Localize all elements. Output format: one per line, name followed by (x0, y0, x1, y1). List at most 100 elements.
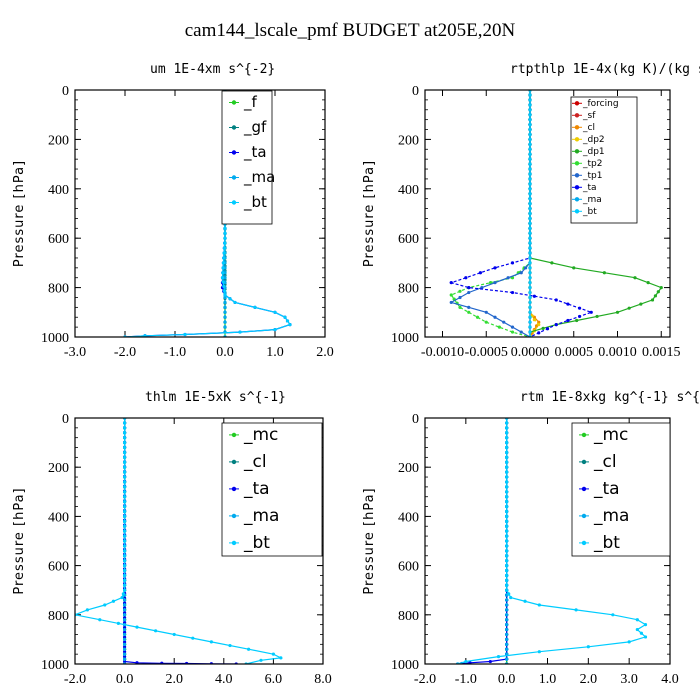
series-point-bt (528, 137, 532, 141)
y-tick-label: 600 (398, 560, 419, 575)
y-tick-label: 600 (48, 560, 69, 575)
series-point-ma (123, 627, 127, 632)
series-point-dp1 (627, 306, 631, 310)
y-tick-label: 1000 (41, 658, 69, 673)
series-point-bt (505, 475, 509, 479)
series-point-ma (223, 300, 227, 305)
legend-marker (231, 513, 237, 519)
series-point-ma (223, 271, 227, 275)
x-tick-label: 8.0 (314, 672, 332, 687)
series-point-bt (574, 608, 578, 612)
series-point-tp2 (484, 320, 488, 324)
series-point-dp2 (532, 318, 536, 322)
series-point-ma (123, 618, 127, 622)
legend-label: _ta (582, 183, 597, 193)
series-point-bt (528, 295, 532, 300)
series-point-bt (279, 656, 283, 660)
series-point-ma (123, 608, 127, 612)
x-tick-label: 1.0 (539, 672, 557, 687)
series-point-ta (510, 290, 515, 295)
legend-marker (581, 459, 587, 465)
legend-marker (581, 486, 587, 492)
series-point-bt (223, 231, 227, 235)
panel-title: rtm 1E-8xkg kg^{-1} s^{-1} (520, 390, 700, 405)
y-axis-label: Pressure [hPa] (12, 160, 27, 267)
series-point-tp2 (467, 310, 471, 314)
legend-marker (231, 459, 237, 465)
series-line-tp1 (449, 90, 531, 337)
x-tick-label: -2.0 (114, 345, 136, 360)
legend-label: _ta (243, 479, 270, 499)
series-point-bt (507, 592, 511, 596)
x-tick-label: 0.0 (498, 672, 516, 687)
series-point-bt (496, 655, 501, 659)
legend-marker (574, 101, 580, 106)
series-point-bt (528, 93, 532, 97)
series-point-tp2 (458, 305, 462, 309)
series-point-bt (528, 177, 532, 181)
legend-box (571, 422, 671, 557)
series-point-tp1 (493, 281, 497, 285)
series-point-bt (123, 500, 127, 504)
series-point-bt (505, 564, 509, 568)
series-point-bt (528, 266, 532, 270)
series-point-ma (505, 632, 509, 637)
chart-panel-3: thlm 1E-5xK s^{-1} Pressure [hPa] 0 200 400 6… (12, 390, 332, 687)
series-point-ta (488, 659, 492, 664)
series-point-tp1 (449, 300, 453, 305)
legend-label: _ma (243, 506, 279, 526)
series-point-ma (123, 598, 127, 602)
y-tick-label: 200 (398, 461, 419, 476)
series-point-tp2 (449, 293, 453, 297)
series-point-bt (154, 629, 158, 633)
legend-marker (574, 113, 580, 118)
y-axis-label: Pressure [hPa] (362, 160, 377, 267)
series-point-dp1 (646, 281, 650, 285)
x-tick-label: 1.0 (266, 345, 284, 360)
series-point-bt (528, 211, 532, 216)
series-point-dp1 (572, 266, 576, 270)
series-point-bt (528, 167, 532, 171)
series-point-bt (528, 325, 532, 329)
legend-label: _bt (582, 207, 597, 217)
series-point-bt (528, 271, 532, 275)
series-point-bt (537, 603, 541, 607)
series-point-tp2 (458, 289, 462, 293)
series-point-bt (123, 450, 127, 455)
series-line-tp2 (450, 90, 531, 337)
series-point-bt (220, 276, 225, 280)
series-point-bt (528, 206, 532, 211)
series-point-ma (505, 642, 509, 646)
series-point-bt (123, 519, 127, 523)
series-point-bt (123, 564, 127, 568)
series-point-bt (635, 627, 639, 632)
x-tick-label: 0.0005 (555, 345, 594, 360)
legend-label: _bt (593, 533, 620, 553)
series-point-bt (505, 445, 509, 450)
y-tick-label: 200 (398, 133, 419, 148)
series-line-ta (457, 418, 508, 664)
series-point-bt (123, 544, 127, 548)
series-point-bt (253, 305, 257, 309)
legend-label: _gf (243, 118, 267, 137)
legend: _f _gf _ta _ma _bt (221, 90, 275, 225)
panel-title: rtpthlp 1E-4x(kg K)/(kg s) (510, 62, 700, 77)
series-point-bt (123, 504, 127, 509)
y-tick-label: 800 (398, 609, 419, 624)
series-point-bt (172, 632, 176, 637)
series-point-tp2 (510, 330, 515, 334)
series-point-ma (223, 295, 227, 300)
series-point-ma (505, 657, 509, 661)
series-point-bt (288, 323, 292, 327)
chart-panel-2: rtpthlp 1E-4x(kg K)/(kg s) Pressure [hPa]… (362, 62, 700, 360)
series-point-ta (135, 661, 139, 664)
series-point-ta (577, 314, 582, 319)
x-tick-label: 4.0 (661, 672, 679, 687)
series-point-bt (505, 436, 509, 440)
series-point-bt (121, 592, 125, 596)
x-tick-label: 2.0 (316, 345, 334, 360)
legend-label: _sf (582, 111, 596, 121)
series-point-bt (123, 460, 127, 464)
series-point-ta (577, 306, 582, 310)
series-point-bt (233, 300, 237, 305)
